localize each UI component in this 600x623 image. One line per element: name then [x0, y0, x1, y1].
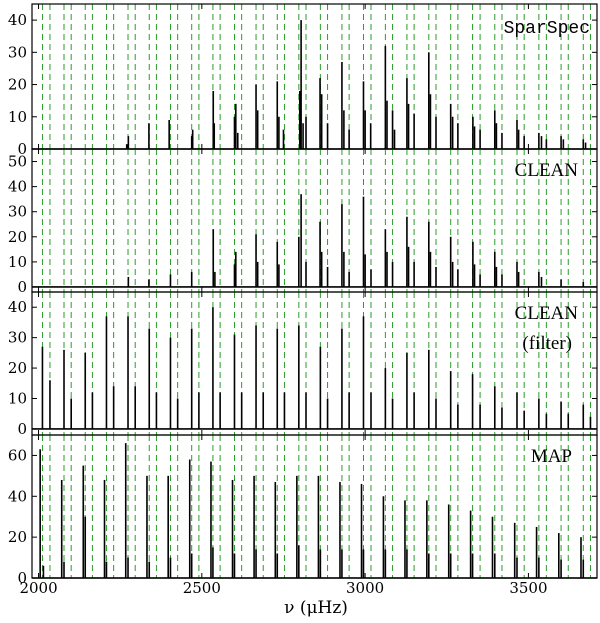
y-tick-label: 50	[8, 153, 27, 171]
panel-frame	[31, 291, 598, 436]
y-tick-label: 10	[8, 389, 27, 407]
panel-4: 0 20 40 60 MAP	[8, 434, 598, 587]
y-tick-label: 20	[8, 76, 27, 94]
x-tick-label: 3000	[346, 579, 384, 597]
y-tick-label: 0	[17, 278, 27, 296]
y-tick-label: 0	[17, 420, 27, 438]
x-tick-label: 2000	[19, 579, 57, 597]
panel-label: SparSpec	[504, 19, 590, 39]
y-tick-label: 30	[8, 329, 27, 347]
x-axis-title: ν (μHz)	[284, 598, 348, 618]
y-tick-label: 40	[8, 178, 27, 196]
y-tick-label: 40	[8, 487, 27, 505]
panel-label: CLEAN	[515, 303, 579, 324]
y-tick-label: 40	[8, 298, 27, 316]
panel-2: 0 10 20 30 40 50 CLEAN	[8, 148, 598, 296]
y-tick-label: 60	[8, 446, 27, 464]
panel-label: (filter)	[522, 333, 572, 354]
y-tick-label: 20	[8, 528, 27, 546]
panel-frame	[31, 434, 598, 579]
y-tick-label: 40	[8, 11, 27, 29]
panels-layer: 0 10 20 30 40 SparSpec 0 10 20 30 40 50 CLEAN 0 10 20 30…	[8, 3, 598, 587]
y-tick-label: 30	[8, 203, 27, 221]
y-tick-label: 10	[8, 253, 27, 271]
y-tick-label: 30	[8, 43, 27, 61]
panel-frame	[31, 148, 598, 293]
panel-1: 0 10 20 30 40 SparSpec	[8, 3, 598, 158]
panel-label: MAP	[531, 446, 572, 467]
panel-3: 0 10 20 30 40 CLEAN (filter)	[8, 291, 598, 438]
x-tick-label: 3500	[509, 579, 547, 597]
x-tick-label: 2500	[183, 579, 221, 597]
panel-label: CLEAN	[515, 160, 579, 181]
y-tick-label: 10	[8, 108, 27, 126]
y-tick-label: 0	[17, 569, 27, 587]
x-axis: 2000 2500 3000 3500	[19, 579, 547, 597]
y-tick-label: 20	[8, 228, 27, 246]
y-tick-label: 20	[8, 359, 27, 377]
y-tick-label: 0	[17, 140, 27, 158]
